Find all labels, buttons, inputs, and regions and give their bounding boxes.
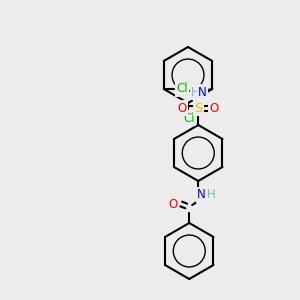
- Text: Cl: Cl: [176, 82, 188, 95]
- Text: N: N: [197, 188, 206, 202]
- Text: O: O: [178, 101, 187, 115]
- Text: N: N: [198, 85, 207, 98]
- Text: S: S: [194, 101, 202, 115]
- Text: Cl: Cl: [183, 112, 195, 124]
- Text: H: H: [191, 85, 200, 98]
- Text: H: H: [207, 188, 216, 202]
- Text: O: O: [169, 197, 178, 211]
- Text: O: O: [210, 101, 219, 115]
